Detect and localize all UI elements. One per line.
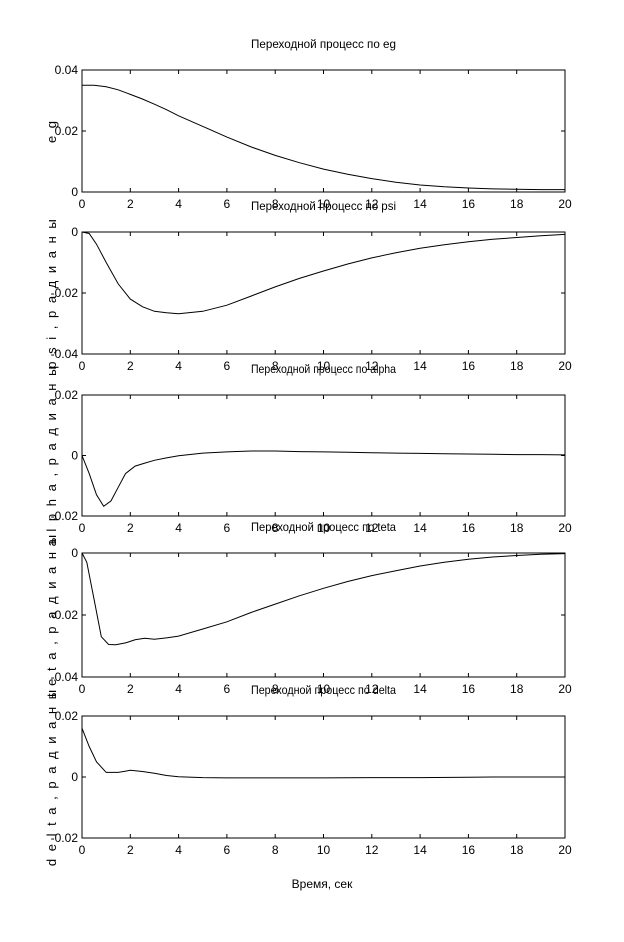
y-tick-label: 0 — [71, 546, 78, 560]
x-tick-label: 0 — [79, 521, 86, 535]
axes-box — [81, 394, 566, 517]
x-tick-label: 2 — [127, 359, 134, 373]
x-tick-label: 10 — [317, 359, 331, 373]
x-tick-label: 2 — [127, 682, 134, 696]
y-axis-label: d e l t a , р а д и а н ы — [44, 688, 59, 866]
x-tick-label: 6 — [224, 521, 231, 535]
x-tick-label: 14 — [413, 359, 427, 373]
x-tick-label: 0 — [79, 682, 86, 696]
x-tick-label: 20 — [558, 843, 572, 857]
subplot-title: Переходной процесс по psi — [251, 199, 396, 213]
series-line-1 — [81, 231, 566, 315]
y-tick-label: -0.02 — [51, 608, 79, 622]
x-tick-label: 4 — [175, 359, 182, 373]
y-tick-label: 0.02 — [55, 124, 79, 138]
series-line-1 — [81, 552, 566, 646]
axes-box — [81, 69, 566, 193]
x-tick-label: 6 — [224, 682, 231, 696]
x-tick-label: 12 — [365, 521, 379, 535]
x-tick-label: 14 — [413, 197, 427, 211]
axes-box — [81, 231, 566, 355]
x-tick-label: 18 — [510, 682, 524, 696]
x-tick-label: 16 — [462, 521, 476, 535]
x-tick-label: 10 — [317, 843, 331, 857]
x-tick-label: 16 — [462, 682, 476, 696]
y-tick-label: -0.02 — [51, 286, 79, 300]
subplot-title: Переходной процесс по eg — [251, 37, 396, 51]
x-tick-label: 18 — [510, 843, 524, 857]
y-tick-label: 0 — [71, 449, 78, 463]
subplot-title: Переходной процесс по delta — [251, 683, 396, 697]
y-axis-label: t e t a , р а д и а н ы — [44, 533, 59, 697]
x-tick-label: 20 — [558, 521, 572, 535]
y-axis-label: e g — [44, 119, 59, 143]
y-axis-label: a l p h a , р а д и а н ы — [44, 365, 59, 547]
x-tick-label: 14 — [413, 843, 427, 857]
x-tick-label: 18 — [510, 197, 524, 211]
x-tick-label: 8 — [272, 359, 279, 373]
x-tick-label: 12 — [365, 359, 379, 373]
x-tick-label: 4 — [175, 197, 182, 211]
x-tick-label: 2 — [127, 843, 134, 857]
x-tick-label: 10 — [317, 197, 331, 211]
x-tick-label: 2 — [127, 197, 134, 211]
y-tick-label: 0.02 — [55, 388, 79, 402]
y-tick-label: 0 — [71, 225, 78, 239]
x-tick-label: 14 — [413, 682, 427, 696]
x-tick-label: 4 — [175, 521, 182, 535]
x-tick-label: 6 — [224, 843, 231, 857]
x-tick-label: 16 — [462, 197, 476, 211]
x-tick-label: 20 — [558, 359, 572, 373]
x-tick-label: 10 — [317, 521, 331, 535]
x-tick-label: 8 — [272, 521, 279, 535]
subplot-title: Переходной процесс по teta — [251, 520, 396, 534]
subplot-title: Переходной процесс по alpha — [251, 362, 396, 376]
x-tick-label: 20 — [558, 682, 572, 696]
x-tick-label: 6 — [224, 359, 231, 373]
x-tick-label: 0 — [79, 359, 86, 373]
x-tick-label: 0 — [79, 197, 86, 211]
x-tick-label: 16 — [462, 843, 476, 857]
y-tick-label: 0 — [71, 185, 78, 199]
axes-box — [81, 552, 566, 678]
x-tick-label: 12 — [365, 197, 379, 211]
y-tick-label: 0 — [71, 770, 78, 784]
x-tick-label: 0 — [79, 843, 86, 857]
x-tick-label: 20 — [558, 197, 572, 211]
y-tick-label: 0.02 — [55, 709, 79, 723]
x-tick-label: 6 — [224, 197, 231, 211]
y-tick-label: -0.04 — [51, 347, 79, 361]
x-tick-label: 8 — [272, 843, 279, 857]
x-tick-label: 12 — [365, 682, 379, 696]
x-tick-label: 18 — [510, 521, 524, 535]
x-axis-label: Время, сек — [292, 877, 353, 891]
y-axis-label: p s i , р а д и а н ы — [44, 217, 59, 368]
y-tick-label: -0.02 — [51, 509, 79, 523]
subplot-1: 0 2 4 6 8 10 12 14 16 18 20 0 0.02 0.04 Переходной про… — [44, 37, 572, 211]
series-line-1 — [81, 728, 565, 779]
y-tick-label: 0.04 — [55, 63, 79, 77]
series-line-1 — [81, 450, 566, 508]
x-tick-label: 16 — [462, 359, 476, 373]
x-tick-label: 12 — [365, 843, 379, 857]
x-tick-label: 10 — [317, 682, 331, 696]
x-tick-label: 8 — [272, 197, 279, 211]
y-tick-label: -0.04 — [51, 670, 79, 684]
series-line-1 — [82, 84, 565, 191]
x-tick-label: 4 — [175, 843, 182, 857]
x-tick-label: 4 — [175, 682, 182, 696]
y-tick-label: -0.02 — [51, 831, 79, 845]
x-tick-label: 18 — [510, 359, 524, 373]
x-tick-label: 2 — [127, 521, 134, 535]
x-tick-label: 14 — [413, 521, 427, 535]
x-tick-label: 8 — [272, 682, 279, 696]
